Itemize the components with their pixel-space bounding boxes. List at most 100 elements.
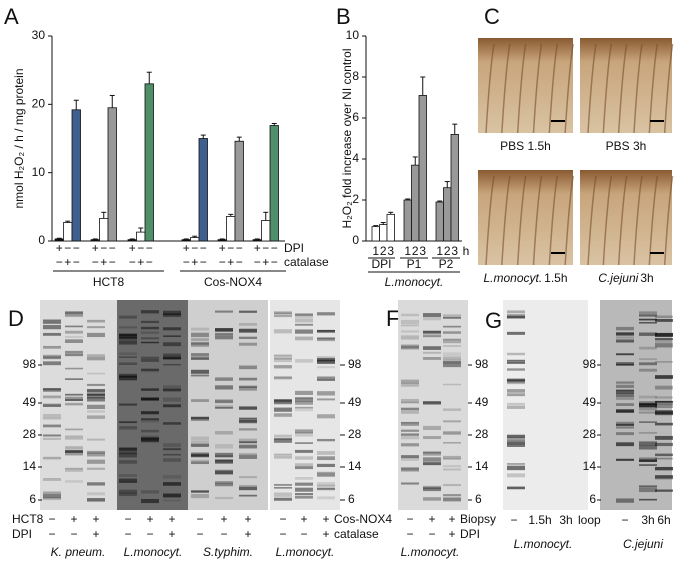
band bbox=[443, 468, 461, 471]
band bbox=[43, 456, 61, 460]
band bbox=[295, 456, 313, 460]
lane-label: 6h bbox=[657, 513, 670, 527]
error-bar bbox=[146, 71, 152, 84]
band bbox=[401, 455, 419, 458]
error-bar bbox=[129, 238, 135, 240]
band bbox=[423, 485, 441, 489]
y-tick-label: 8 bbox=[352, 69, 359, 83]
error-bar bbox=[138, 227, 144, 233]
error-bar bbox=[192, 235, 198, 238]
y-tick-label: 30 bbox=[32, 28, 46, 42]
band bbox=[239, 438, 257, 443]
sign: + bbox=[168, 512, 175, 526]
band bbox=[317, 391, 335, 396]
band bbox=[87, 498, 105, 502]
band bbox=[119, 373, 137, 377]
band bbox=[215, 459, 233, 464]
band bbox=[239, 444, 257, 449]
band bbox=[215, 401, 233, 404]
sign: − bbox=[92, 255, 99, 269]
band bbox=[87, 467, 105, 470]
band bbox=[443, 314, 461, 319]
villus bbox=[548, 43, 559, 134]
band bbox=[239, 441, 257, 444]
row-label: catalase bbox=[334, 527, 379, 541]
band bbox=[443, 356, 461, 360]
bar bbox=[234, 140, 244, 242]
band bbox=[65, 378, 83, 381]
band bbox=[191, 461, 209, 464]
band bbox=[507, 331, 525, 335]
y-tick-label: 0 bbox=[38, 233, 45, 247]
band bbox=[163, 385, 181, 390]
bar bbox=[379, 224, 388, 242]
band bbox=[655, 442, 673, 447]
band bbox=[655, 318, 673, 322]
band bbox=[65, 350, 83, 354]
band bbox=[401, 398, 419, 404]
band bbox=[215, 335, 233, 340]
band bbox=[119, 326, 137, 329]
band bbox=[443, 442, 461, 444]
band bbox=[401, 409, 419, 414]
band bbox=[43, 434, 61, 436]
band bbox=[423, 401, 441, 405]
sign: − bbox=[279, 527, 286, 541]
bar bbox=[198, 138, 208, 242]
band bbox=[274, 357, 292, 360]
villus bbox=[633, 175, 643, 266]
band bbox=[43, 356, 61, 360]
sign: + bbox=[220, 512, 227, 526]
band bbox=[215, 455, 233, 458]
band bbox=[295, 463, 313, 468]
sign: + bbox=[146, 512, 153, 526]
sign: + bbox=[92, 527, 99, 541]
band bbox=[215, 328, 233, 332]
species: L.monocyt. bbox=[483, 271, 542, 285]
band bbox=[191, 357, 209, 360]
band bbox=[43, 497, 61, 501]
band bbox=[141, 388, 159, 391]
error-bar bbox=[109, 94, 115, 108]
band bbox=[239, 328, 257, 333]
band bbox=[119, 333, 137, 337]
sign: + bbox=[92, 512, 99, 526]
sign: − bbox=[200, 241, 207, 255]
band bbox=[443, 455, 461, 460]
band bbox=[119, 447, 137, 451]
band bbox=[239, 377, 257, 381]
band bbox=[65, 335, 83, 338]
band bbox=[317, 472, 335, 477]
band bbox=[655, 315, 673, 318]
band bbox=[616, 393, 634, 397]
blot bbox=[188, 300, 268, 510]
x-tick-label: 3 bbox=[451, 244, 458, 258]
band bbox=[423, 497, 441, 501]
band bbox=[507, 473, 525, 478]
sign: + bbox=[70, 512, 77, 526]
villus bbox=[663, 43, 674, 134]
band bbox=[191, 452, 209, 457]
y-tick-label: 4 bbox=[352, 151, 359, 165]
band bbox=[87, 492, 105, 496]
band bbox=[423, 351, 441, 354]
panel-label: A bbox=[4, 4, 19, 29]
band bbox=[274, 358, 292, 363]
band bbox=[507, 402, 525, 406]
band bbox=[295, 482, 313, 486]
error-bar bbox=[444, 181, 450, 188]
species-label: K. pneum. bbox=[51, 545, 106, 559]
error-bar bbox=[373, 225, 379, 227]
band bbox=[655, 361, 673, 363]
sign: − bbox=[146, 241, 153, 255]
sign: + bbox=[191, 255, 198, 269]
band bbox=[163, 327, 181, 331]
band bbox=[423, 313, 441, 318]
band bbox=[65, 467, 83, 472]
sign: + bbox=[448, 527, 455, 541]
band bbox=[639, 321, 657, 324]
band bbox=[163, 493, 181, 498]
x-tick-label: 2 bbox=[380, 244, 387, 258]
villus bbox=[617, 175, 628, 266]
